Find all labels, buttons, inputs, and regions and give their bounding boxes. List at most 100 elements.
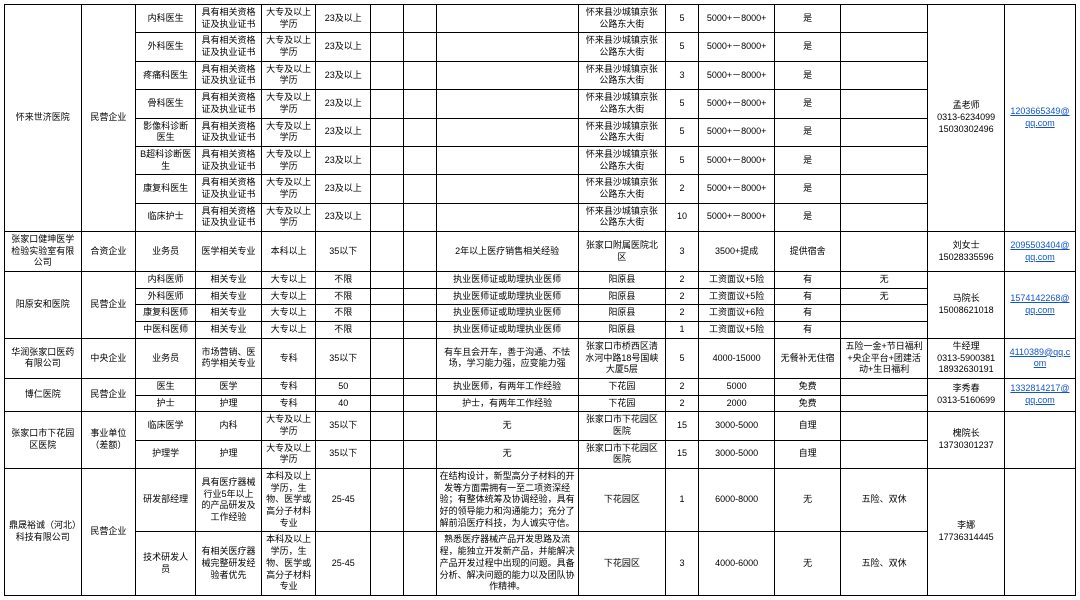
blank2 <box>403 175 436 203</box>
education: 大专及以上学历 <box>261 5 316 33</box>
headcount: 2 <box>666 305 699 322</box>
salary: 5000+－8000+ <box>698 61 775 89</box>
requirement: 相关专业 <box>196 272 262 289</box>
benefit: 五险一金+节日福利+央企平台+团建活动+生日福利 <box>840 338 927 378</box>
benefit: 五险、双休 <box>840 532 927 595</box>
email-link[interactable]: 4110389@qq.com <box>1010 347 1071 369</box>
education: 大专及以上学历 <box>261 440 316 468</box>
experience: 有车且会开车，善于沟通、不怯场，学习能力强，应变能力强 <box>436 338 578 378</box>
position: 临床医学 <box>136 412 196 440</box>
company-name: 鼎晟裕诚（河北）科技有限公司 <box>5 469 82 596</box>
blank1 <box>371 322 404 339</box>
headcount: 2 <box>666 395 699 412</box>
age: 25-45 <box>316 469 371 532</box>
company-name: 阳原安和医院 <box>5 272 82 339</box>
company-name: 怀来世济医院 <box>5 5 82 232</box>
position: 医生 <box>136 378 196 395</box>
requirement: 有相关医疗器械完整研发经验者优先 <box>196 532 262 595</box>
table-row: 疼痛科医生具有相关资格证及执业证书大专及以上学历23及以上怀来县沙城镇京张公路东… <box>5 61 1076 89</box>
other: 自理 <box>775 440 841 468</box>
experience: 执业医师证或助理执业医师 <box>436 305 578 322</box>
email-link[interactable]: 2095503404@qq.com <box>1010 240 1069 262</box>
age: 23及以上 <box>316 5 371 33</box>
benefit <box>840 305 927 322</box>
company-type: 民营企业 <box>81 272 136 339</box>
address: 张家口市下花园区医院 <box>578 440 665 468</box>
email: 4110389@qq.com <box>1004 338 1075 378</box>
experience: 无 <box>436 412 578 440</box>
experience: 无 <box>436 440 578 468</box>
blank2 <box>403 203 436 231</box>
contact: 牛经理0313-590038118932630191 <box>928 338 1005 378</box>
age: 不限 <box>316 272 371 289</box>
requirement: 相关专业 <box>196 322 262 339</box>
email-link[interactable]: 1332814217@qq.com <box>1010 383 1069 405</box>
experience <box>436 203 578 231</box>
education: 大专以上 <box>261 305 316 322</box>
other: 有 <box>775 322 841 339</box>
blank2 <box>403 33 436 61</box>
position: 中医科医师 <box>136 322 196 339</box>
table-row: 康复科医师相关专业大专以上不限执业医师证或助理执业医师阳原县2工资面议+6险有 <box>5 305 1076 322</box>
salary: 4000-15000 <box>698 338 775 378</box>
salary: 3000-5000 <box>698 440 775 468</box>
requirement: 护理 <box>196 440 262 468</box>
contact: 槐院长13730301237 <box>928 412 1005 469</box>
age: 50 <box>316 378 371 395</box>
other: 有 <box>775 272 841 289</box>
table-row: 华润张家口医药有限公司中央企业业务员市场营销、医药学相关专业专科35以下有车且会… <box>5 338 1076 378</box>
recruitment-table: 怀来世济医院民营企业内科医生具有相关资格证及执业证书大专及以上学历23及以上怀来… <box>4 4 1076 596</box>
experience <box>436 118 578 146</box>
contact: 孟老师0313-623409915030302496 <box>928 5 1005 232</box>
email: 1332814217@qq.com <box>1004 378 1075 411</box>
email-link[interactable]: 1574142268@qq.com <box>1010 293 1069 315</box>
salary: 工资面议+5险 <box>698 288 775 305</box>
salary: 5000+－8000+ <box>698 146 775 174</box>
other: 是 <box>775 175 841 203</box>
address: 怀来县沙城镇京张公路东大街 <box>578 118 665 146</box>
salary: 3500+提成 <box>698 232 775 272</box>
requirement: 市场营销、医药学相关专业 <box>196 338 262 378</box>
email-link[interactable]: 1203665349@qq.com <box>1010 106 1069 128</box>
blank2 <box>403 90 436 118</box>
address: 怀来县沙城镇京张公路东大街 <box>578 61 665 89</box>
salary: 工资面议+5险 <box>698 272 775 289</box>
education: 本科及以上学历，生物、医学或高分子材料专业 <box>261 469 316 532</box>
blank2 <box>403 395 436 412</box>
email <box>1004 469 1075 596</box>
education: 大专及以上学历 <box>261 175 316 203</box>
benefit <box>840 175 927 203</box>
address: 怀来县沙城镇京张公路东大街 <box>578 5 665 33</box>
headcount: 5 <box>666 90 699 118</box>
requirement: 医学 <box>196 378 262 395</box>
table-row: 阳原安和医院民营企业内科医师相关专业大专以上不限执业医师证或助理执业医师阳原县2… <box>5 272 1076 289</box>
table-row: 鼎晟裕诚（河北）科技有限公司民营企业研发部经理具有医疗器械行业5年以上的产品研发… <box>5 469 1076 532</box>
blank2 <box>403 5 436 33</box>
headcount: 2 <box>666 272 699 289</box>
blank2 <box>403 412 436 440</box>
salary: 4000-6000 <box>698 532 775 595</box>
headcount: 3 <box>666 532 699 595</box>
blank1 <box>371 469 404 532</box>
salary: 6000-8000 <box>698 469 775 532</box>
education: 专科 <box>261 378 316 395</box>
benefit <box>840 395 927 412</box>
table-row: 外科医生具有相关资格证及执业证书大专及以上学历23及以上怀来县沙城镇京张公路东大… <box>5 33 1076 61</box>
other: 是 <box>775 118 841 146</box>
requirement: 具有相关资格证及执业证书 <box>196 33 262 61</box>
benefit <box>840 5 927 33</box>
education: 大专以上 <box>261 272 316 289</box>
headcount: 1 <box>666 322 699 339</box>
age: 23及以上 <box>316 146 371 174</box>
requirement: 具有相关资格证及执业证书 <box>196 5 262 33</box>
benefit <box>840 322 927 339</box>
headcount: 10 <box>666 203 699 231</box>
other: 提供宿舍 <box>775 232 841 272</box>
blank2 <box>403 338 436 378</box>
contact: 刘女士15028335596 <box>928 232 1005 272</box>
table-row: 影像科诊断医生具有相关资格证及执业证书大专及以上学历23及以上怀来县沙城镇京张公… <box>5 118 1076 146</box>
headcount: 2 <box>666 378 699 395</box>
address: 阳原县 <box>578 305 665 322</box>
table-row: 护士护理专科40护士，有两年工作经验下花园22000免费 <box>5 395 1076 412</box>
address: 下花园区 <box>578 532 665 595</box>
